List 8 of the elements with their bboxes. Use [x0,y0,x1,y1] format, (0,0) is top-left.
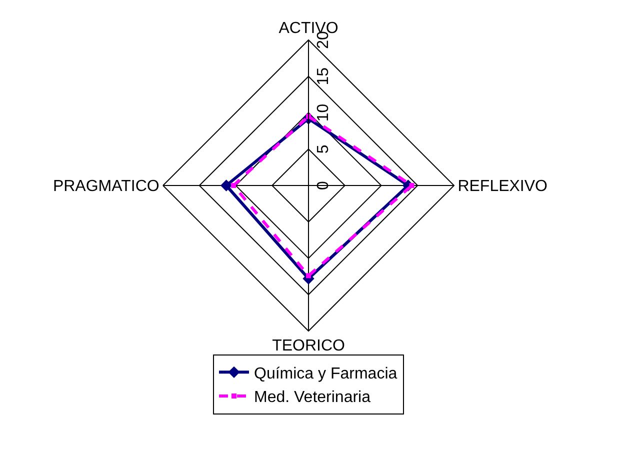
spoke-label: REFLEXIVO [458,178,548,196]
legend-label: Química y Farmacia [254,365,398,382]
spoke-label: TEORICO [272,338,345,355]
y-tick-label: 15 [315,67,332,86]
y-tick-label: 10 [315,104,332,122]
spoke-label: PRAGMATICO [52,178,160,196]
legend-label: Med. Veterinaria [254,389,371,406]
y-tick-label: 5 [315,144,332,154]
